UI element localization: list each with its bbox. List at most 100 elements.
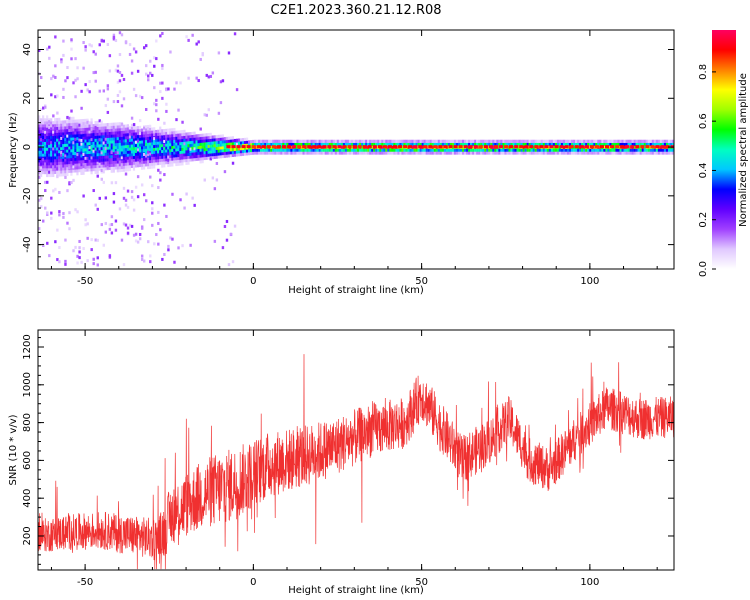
- heatmap-cell: [227, 136, 230, 140]
- heatmap-cell: [155, 153, 158, 157]
- heatmap-cell: [403, 148, 406, 152]
- heatmap-cell: [112, 200, 116, 204]
- heatmap-cell: [48, 118, 51, 122]
- heatmap-cell: [80, 154, 83, 158]
- heatmap-cell: [645, 148, 648, 152]
- heatmap-cell: [320, 145, 323, 149]
- heatmap-cell: [276, 145, 281, 149]
- heatmap-cell: [213, 144, 216, 148]
- heatmap-cell: [136, 143, 140, 147]
- heatmap-cell: [639, 151, 642, 155]
- heatmap-cell: [151, 201, 154, 205]
- heatmap-cell: [449, 151, 453, 155]
- heatmap-cell: [96, 256, 99, 260]
- heatmap-cell: [585, 151, 588, 155]
- heatmap-cell: [613, 139, 616, 143]
- heatmap-cell: [134, 158, 138, 162]
- heatmap-cell: [499, 145, 504, 149]
- heatmap-cell: [671, 142, 674, 146]
- heatmap-cell: [237, 147, 241, 151]
- heatmap-cell: [338, 139, 342, 143]
- heatmap-cell: [112, 33, 116, 37]
- heatmap-cell: [447, 148, 451, 152]
- heatmap-cell: [500, 151, 503, 155]
- heatmap-cell: [68, 149, 71, 153]
- heatmap-cell: [620, 145, 625, 149]
- heatmap-cell: [116, 122, 119, 126]
- heatmap-cell: [66, 161, 69, 165]
- heatmap-cell: [142, 166, 146, 170]
- heatmap-cell: [110, 137, 113, 141]
- heatmap-cell: [506, 142, 509, 146]
- heatmap-cell: [328, 139, 331, 143]
- heatmap-cell: [128, 129, 132, 134]
- heatmap-cell: [569, 139, 572, 143]
- heatmap-cell: [181, 120, 184, 124]
- heatmap-cell: [229, 136, 233, 140]
- heatmap-cell: [118, 169, 121, 173]
- heatmap-cell: [149, 145, 152, 149]
- heatmap-cell: [290, 151, 293, 155]
- heatmap-cell: [197, 145, 200, 150]
- heatmap-cell: [149, 156, 152, 161]
- heatmap-cell: [264, 139, 267, 143]
- heatmap-cell: [120, 104, 124, 108]
- heatmap-cell: [564, 142, 568, 146]
- heatmap-cell: [241, 138, 245, 142]
- heatmap-cell: [96, 129, 99, 133]
- heatmap-cell: [124, 168, 128, 172]
- heatmap-cell: [167, 140, 170, 144]
- heatmap-cell: [64, 164, 67, 168]
- heatmap-cell: [147, 157, 150, 161]
- heatmap-cell: [94, 79, 97, 83]
- heatmap-cell: [104, 140, 107, 144]
- heatmap-cell: [102, 146, 105, 150]
- heatmap-cell: [122, 263, 126, 267]
- heatmap-cell: [149, 154, 152, 158]
- heatmap-cell: [68, 116, 71, 120]
- heatmap-cell: [405, 151, 408, 155]
- heatmap-cell: [239, 152, 243, 157]
- heatmap-cell: [40, 150, 43, 154]
- heatmap-cell: [181, 144, 184, 148]
- heatmap-cell: [435, 139, 438, 143]
- heatmap-cell: [544, 148, 547, 152]
- heatmap-cell: [64, 129, 67, 133]
- heatmap-cell: [40, 144, 43, 148]
- heatmap-cell: [544, 151, 547, 155]
- heatmap-cell: [136, 139, 140, 143]
- heatmap-cell: [258, 151, 261, 155]
- heatmap-cell: [114, 140, 117, 144]
- heatmap-cell: [306, 139, 309, 143]
- heatmap-cell: [447, 151, 451, 155]
- heatmap-cell: [134, 149, 138, 153]
- heatmap-cell: [307, 145, 312, 149]
- heatmap-cell: [203, 133, 206, 137]
- heatmap-cell: [175, 139, 178, 143]
- heatmap-cell: [96, 138, 99, 142]
- heatmap-cell: [256, 139, 259, 143]
- heatmap-cell: [185, 152, 188, 157]
- heatmap-cell: [593, 148, 596, 152]
- heatmap-cell: [118, 122, 121, 126]
- heatmap-cell: [512, 148, 515, 152]
- heatmap-cell: [145, 148, 148, 152]
- heatmap-cell: [500, 139, 503, 143]
- heatmap-cell: [72, 148, 75, 153]
- heatmap-cell: [124, 165, 128, 169]
- heatmap-cell: [96, 164, 99, 168]
- heatmap-cell: [96, 161, 99, 165]
- heatmap-cell: [84, 48, 87, 52]
- heatmap-cell: [84, 124, 87, 128]
- heatmap-cell: [40, 197, 43, 201]
- heatmap-cell: [120, 148, 123, 152]
- heatmap-cell: [54, 164, 57, 169]
- heatmap-cell: [443, 142, 447, 146]
- heatmap-cell: [225, 151, 228, 155]
- heatmap-cell: [106, 123, 109, 127]
- heatmap-cell: [653, 139, 657, 143]
- heatmap-cell: [167, 137, 170, 141]
- heatmap-cell: [159, 149, 162, 154]
- heatmap-cell: [302, 142, 305, 146]
- heatmap-cell: [367, 145, 372, 149]
